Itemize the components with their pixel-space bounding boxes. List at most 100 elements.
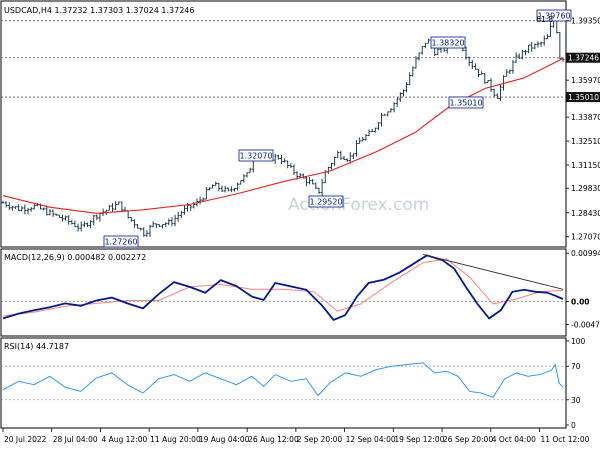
ohlc-bar	[511, 59, 515, 74]
ohlc-bar	[73, 220, 77, 228]
ohlc-bar	[61, 214, 64, 222]
ohlc-bar	[101, 208, 105, 216]
ohlc-bar	[45, 205, 49, 216]
ohlc-bar	[545, 34, 549, 40]
ohlc-bar	[314, 182, 318, 190]
ohlc-bar	[48, 209, 52, 216]
ohlc-bar	[514, 52, 518, 63]
ohlc-bar	[229, 186, 233, 193]
ohlc-bar	[364, 134, 368, 141]
ohlc-bar	[54, 213, 58, 216]
ohlc-bar	[95, 214, 99, 221]
ohlc-bar	[508, 69, 512, 75]
ohlc-bar	[320, 178, 324, 196]
ohlc-bar	[427, 38, 430, 44]
ohlc-bar	[233, 187, 236, 192]
macd-axis-label: -0.004723	[571, 320, 600, 329]
rsi-line	[2, 362, 564, 398]
ohlc-bar	[92, 214, 96, 226]
ohlc-bar	[183, 204, 186, 215]
ohlc-bar	[20, 206, 24, 212]
macd-pane-title: MACD(12,26,9) 0.000482 0.002272	[4, 253, 146, 262]
time-axis-label: 26 Aug 12:00	[248, 435, 299, 444]
ohlc-bar	[220, 185, 224, 193]
ohlc-bar	[470, 59, 474, 70]
swing-callout: 1.32070	[238, 149, 274, 162]
ohlc-bar	[377, 121, 380, 131]
time-axis-label: 4 Oct 04:00	[492, 435, 536, 444]
ohlc-bar	[345, 158, 349, 163]
macd-axis-label: 0.009947	[571, 249, 600, 258]
time-axis-label: 12 Sep 04:00	[346, 435, 396, 444]
ohlc-bar	[395, 97, 399, 108]
ohlc-bar	[408, 72, 412, 85]
ohlc-bar	[14, 206, 17, 209]
ohlc-bar	[32, 204, 36, 210]
swing-callout-box	[308, 195, 344, 208]
ohlc-bar	[351, 153, 355, 160]
ohlc-bar	[10, 205, 14, 211]
price-tag-current	[566, 52, 600, 63]
time-axis-label: 2 Sep 20:00	[297, 435, 343, 444]
ohlc-bar	[29, 207, 33, 212]
ohlc-bar	[333, 156, 337, 166]
macd-axis-label: 0.00	[571, 297, 590, 306]
ohlc-bar	[524, 50, 527, 56]
ohlc-bar	[477, 68, 480, 78]
ohlc-bar	[549, 22, 552, 37]
ohlc-bar	[530, 41, 534, 52]
ohlc-bar	[248, 167, 252, 174]
ohlc-bar	[348, 152, 352, 164]
swing-callout-label: 1.38320	[431, 39, 464, 48]
ohlc-bar	[286, 160, 290, 169]
ohlc-bar	[527, 44, 530, 54]
ohlc-bar	[517, 53, 521, 60]
ohlc-bar	[483, 72, 487, 84]
time-axis-label: 11 Oct 12:00	[540, 435, 589, 444]
ohlc-bar	[173, 214, 177, 227]
ohlc-bar	[361, 137, 365, 142]
ohlc-bar	[17, 204, 21, 212]
macd-signal-line	[2, 258, 564, 317]
ohlc-bar	[217, 182, 221, 192]
price-axis-label: 1.29830	[571, 184, 600, 193]
ohlc-bar	[245, 172, 249, 178]
price-pane-title: USDCAD,H4 1.37232 1.37303 1.37024 1.3724…	[4, 6, 194, 15]
ohlc-bar	[505, 69, 509, 77]
ohlc-bar	[198, 196, 202, 205]
ohlc-bar	[239, 180, 243, 185]
swing-callout-box	[430, 36, 466, 49]
ohlc-bar	[151, 221, 155, 228]
ohlc-bar	[154, 223, 158, 229]
ohlc-bar	[558, 31, 562, 60]
ohlc-bar	[283, 158, 286, 163]
ohlc-bar	[189, 204, 193, 211]
ohlc-bar	[120, 201, 124, 213]
rsi-axis-label: 70	[571, 362, 581, 371]
ohlc-bar	[79, 221, 83, 232]
ohlc-bar	[142, 227, 146, 237]
ohlc-bar	[214, 181, 218, 186]
ohlc-bar	[420, 46, 424, 55]
ohlc-bar	[539, 41, 543, 47]
ohlc-bar	[51, 209, 55, 217]
ohlc-bar	[211, 184, 215, 189]
ohlc-bar	[330, 162, 333, 170]
ohlc-bar	[342, 155, 346, 160]
swing-callout: 1.35010	[448, 96, 484, 109]
ohlc-bar	[398, 92, 402, 102]
price-axis-label: 1.28430	[571, 209, 600, 218]
time-axis-label: 4 Aug 12:00	[101, 435, 147, 444]
ohlc-bar	[336, 150, 340, 158]
ohlc-bar	[373, 127, 377, 133]
ohlc-bar	[392, 102, 396, 113]
ohlc-bar	[464, 46, 468, 60]
ohlc-bar	[308, 177, 311, 185]
ohlc-bar	[502, 75, 505, 91]
ohlc-bar	[423, 42, 427, 49]
price-axis-label: 1.39350	[571, 17, 600, 26]
ohlc-bar	[242, 174, 246, 183]
time-axis-label: 11 Aug 20:00	[150, 435, 201, 444]
swing-callout-label: 1.27260	[104, 238, 137, 247]
